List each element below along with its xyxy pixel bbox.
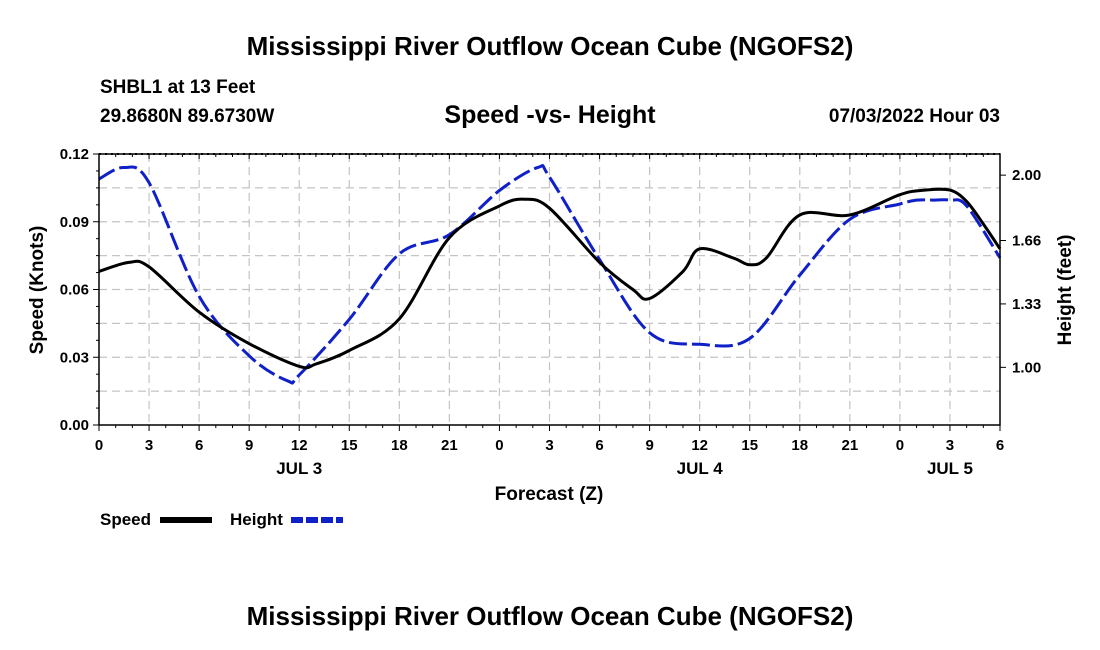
x-axis-title: Forecast (Z) xyxy=(495,484,604,505)
legend-height-label: Height xyxy=(230,510,283,529)
x-tick-label: 18 xyxy=(391,437,408,454)
series-lines xyxy=(98,163,1002,385)
y-left-tick-label: 0.06 xyxy=(60,282,89,299)
y-right-tick-label: 1.33 xyxy=(1012,296,1041,313)
x-tick-label: 6 xyxy=(195,437,203,454)
x-tick-label: 3 xyxy=(946,437,954,454)
x-tick-label: 0 xyxy=(495,437,503,454)
y-right-tick-label: 1.66 xyxy=(1012,232,1041,249)
date-label: JUL 5 xyxy=(927,459,973,478)
x-tick-label: 9 xyxy=(245,437,253,454)
x-tick-label: 21 xyxy=(441,437,458,454)
x-tick-label: 6 xyxy=(595,437,603,454)
x-axis: 0 3 6 9 12 15 18 21 0 3 6 9 12 15 18 21 0 3 6 JUL 3 JUL 4 JUL… xyxy=(95,154,1004,478)
y-right-tick-label: 1.00 xyxy=(1012,359,1041,376)
station-label: SHBL1 at 13 Feet xyxy=(100,77,256,98)
x-tick-label: 12 xyxy=(691,437,708,454)
x-tick-label: 18 xyxy=(791,437,808,454)
station-coordinates: 29.8680N 89.6730W xyxy=(100,106,275,127)
x-tick-label: 6 xyxy=(996,437,1004,454)
x-tick-label: 3 xyxy=(545,437,553,454)
grid-lines xyxy=(99,154,1000,425)
legend: Speed Height xyxy=(100,510,343,529)
x-tick-label: 15 xyxy=(741,437,758,454)
chart-footer-title: Mississippi River Outflow Ocean Cube (NG… xyxy=(246,601,854,631)
y-axis-left-title: Speed (Knots) xyxy=(27,226,48,355)
series-line-height xyxy=(98,163,1002,385)
chart-main-title: Mississippi River Outflow Ocean Cube (NG… xyxy=(246,31,854,61)
series-line-speed xyxy=(98,187,1002,370)
x-tick-label: 0 xyxy=(896,437,904,454)
x-tick-label: 21 xyxy=(841,437,858,454)
y-axis-right-title: Height (feet) xyxy=(1055,235,1076,346)
y-axis-left: 0.00 0.03 0.06 0.09 0.12 xyxy=(60,146,99,434)
date-label: JUL 3 xyxy=(276,459,322,478)
y-left-tick-label: 0.03 xyxy=(60,349,89,366)
x-tick-label: 12 xyxy=(291,437,308,454)
date-label: JUL 4 xyxy=(677,459,724,478)
y-left-tick-label: 0.09 xyxy=(60,214,89,231)
x-tick-label: 15 xyxy=(341,437,358,454)
x-tick-label: 0 xyxy=(95,437,103,454)
y-right-tick-label: 2.00 xyxy=(1012,167,1041,184)
x-tick-label: 3 xyxy=(145,437,153,454)
x-tick-label: 9 xyxy=(645,437,653,454)
y-axis-right: 1.00 1.33 1.66 2.00 xyxy=(1000,167,1041,376)
y-left-tick-label: 0.00 xyxy=(60,417,89,434)
plot-subtitle: Speed -vs- Height xyxy=(444,101,656,129)
legend-speed-label: Speed xyxy=(100,510,151,529)
forecast-datetime: 07/03/2022 Hour 03 xyxy=(828,106,1000,127)
y-left-tick-label: 0.12 xyxy=(60,146,89,163)
